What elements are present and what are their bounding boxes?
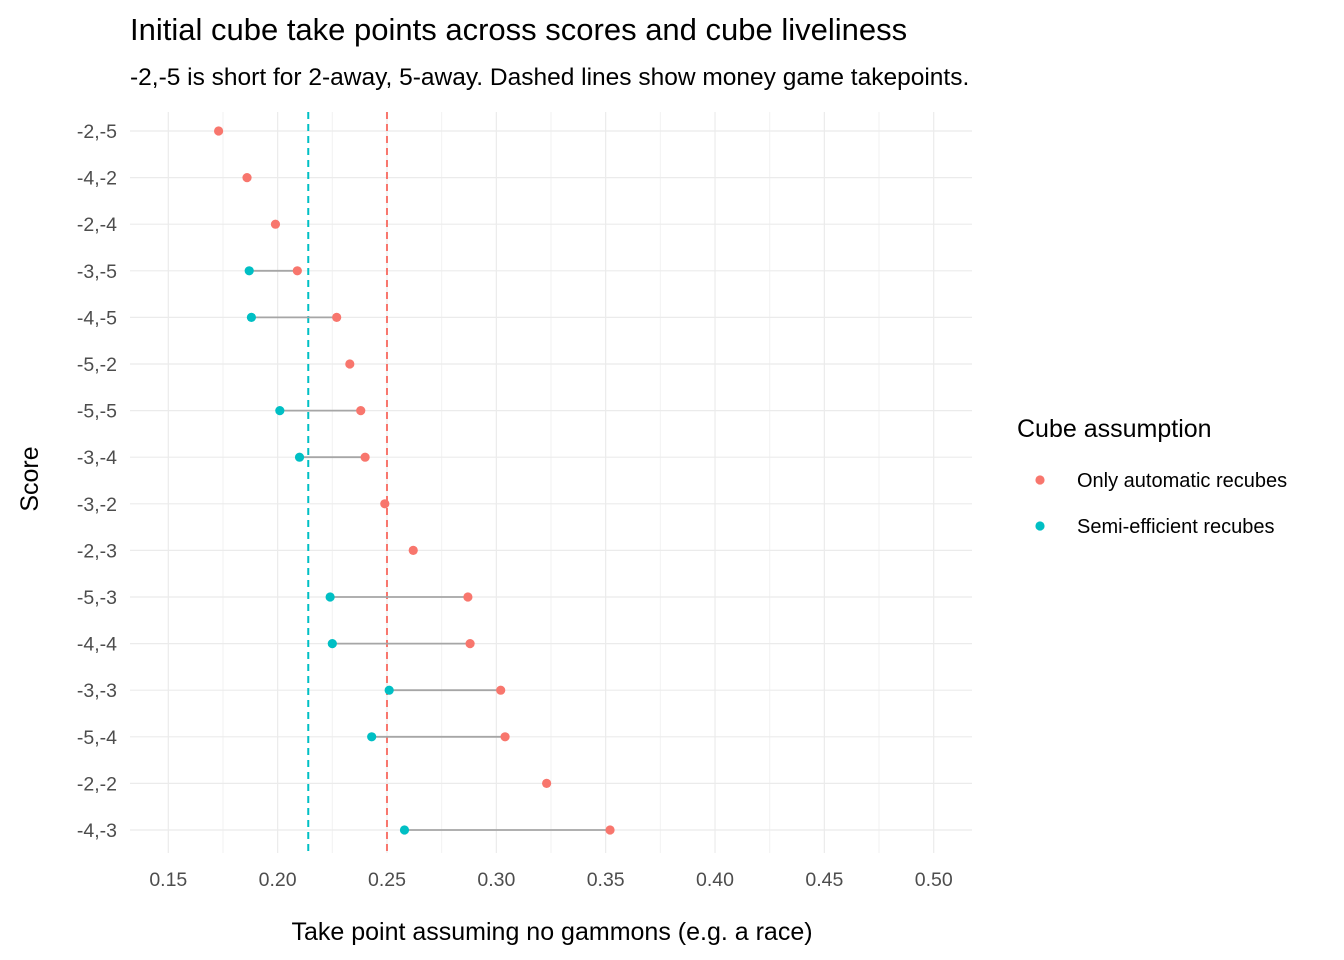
data-point [384, 685, 394, 695]
y-tick-label: -3,-3 [77, 680, 117, 702]
y-tick-label: -5,-5 [77, 401, 117, 423]
data-point [270, 219, 281, 229]
data-point [408, 545, 418, 556]
data-point [542, 778, 552, 789]
legend-key [1035, 521, 1045, 531]
data-point [332, 312, 342, 322]
y-tick-label: -5,-3 [77, 587, 117, 609]
data-point [367, 732, 377, 742]
data-point [275, 406, 285, 416]
y-tick-label: -2,-5 [77, 121, 117, 143]
y-tick-label: -5,-4 [77, 727, 117, 749]
chart-subtitle: -2,-5 is short for 2-away, 5-away. Dashe… [130, 64, 969, 91]
y-tick-label: -3,-4 [77, 447, 117, 469]
legend-title: Cube assumption [1017, 415, 1212, 443]
data-point [463, 592, 473, 602]
y-tick-label: -2,-2 [77, 773, 117, 795]
data-point [242, 173, 252, 183]
data-point [399, 825, 410, 835]
x-tick-label: 0.15 [149, 869, 187, 891]
y-tick-label: -4,-2 [77, 168, 117, 190]
y-tick-label: -3,-5 [77, 261, 117, 283]
legend-key [1035, 475, 1045, 485]
x-tick-label: 0.40 [696, 869, 734, 891]
data-point [345, 359, 355, 369]
x-tick-label: 0.20 [259, 869, 297, 891]
data-point [360, 452, 370, 462]
data-point [244, 266, 254, 276]
data-point [465, 639, 475, 649]
data-point [325, 592, 335, 602]
data-point [246, 312, 257, 322]
x-tick-label: 0.25 [368, 869, 406, 891]
x-tick-label: 0.30 [477, 869, 515, 891]
legend: Cube assumption Only automatic recubes Se… [1017, 415, 1287, 538]
x-tick-label: 0.45 [805, 869, 843, 891]
y-axis-title: Score [16, 446, 44, 511]
x-axis-title: Take point assuming no gammons (e.g. a r… [291, 918, 812, 946]
legend-label: Semi-efficient recubes [1077, 516, 1275, 538]
data-point [380, 499, 390, 509]
data-point [213, 126, 224, 136]
y-tick-label: -4,-4 [77, 634, 117, 656]
data-point [356, 406, 366, 416]
plot-area: 0.15 0.20 0.25 0.30 0.35 0.40 0.45 0.50 -2,-5 -4,… [77, 112, 972, 891]
y-tick-label: -3,-2 [77, 494, 117, 516]
y-tick-label: -5,-2 [77, 354, 117, 376]
y-tick-label: -2,-3 [77, 540, 117, 562]
x-tick-label: 0.50 [915, 869, 953, 891]
chart-title: Initial cube take points across scores a… [130, 12, 907, 47]
y-tick-label: -4,-3 [77, 820, 117, 842]
data-point [327, 639, 337, 649]
data-point [496, 685, 506, 695]
data-point [500, 732, 510, 742]
data-point [292, 266, 302, 276]
y-tick-label: -4,-5 [77, 307, 117, 329]
x-tick-label: 0.35 [587, 869, 625, 891]
data-point [605, 825, 615, 835]
data-point [294, 452, 305, 462]
legend-label: Only automatic recubes [1077, 470, 1287, 492]
y-tick-label: -2,-4 [77, 214, 117, 236]
